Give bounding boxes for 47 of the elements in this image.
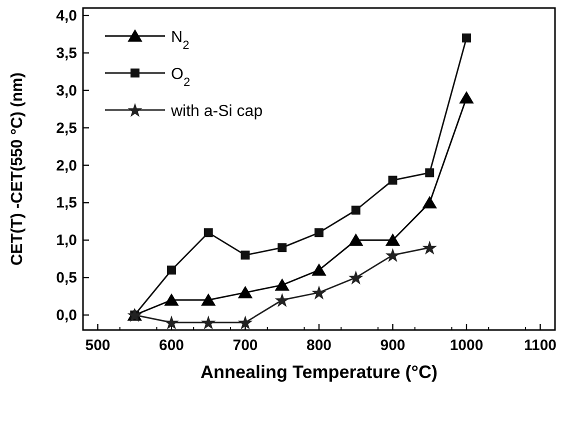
point [385, 248, 400, 262]
x-tick-label: 900 [380, 337, 406, 354]
y-tick-label: 3,5 [56, 44, 77, 62]
point [167, 266, 176, 275]
y-tick-label: 2,5 [56, 120, 77, 137]
legend-label: O$_{2}$ [171, 66, 190, 89]
point [425, 168, 434, 178]
point [164, 293, 179, 306]
point [462, 33, 471, 42]
point [240, 250, 250, 260]
point [422, 240, 437, 255]
x-tick-label: 1100 [524, 337, 557, 354]
point [278, 243, 287, 252]
point [312, 263, 326, 276]
x-tick-label: 500 [85, 337, 110, 354]
x-tick-label: 1000 [450, 337, 484, 354]
x-tick-label: 800 [306, 337, 332, 354]
y-axis-title: CET(T) -CET(550 °C) (nm) [9, 72, 26, 266]
x-axis-title: Annealing Temperature (°C) [200, 362, 438, 382]
point [201, 315, 216, 330]
point [312, 286, 326, 300]
y-tick-label: 0,5 [56, 270, 77, 287]
point [238, 286, 253, 298]
x-tick-label: 600 [158, 337, 184, 354]
point [422, 196, 438, 208]
legend-label: with a-Si cap [170, 103, 263, 120]
point [274, 293, 290, 307]
y-tick-label: 3,0 [56, 82, 77, 100]
x-tick-label: 700 [232, 337, 258, 354]
point [164, 315, 179, 330]
point [459, 91, 474, 104]
y-tick-label: 4,0 [56, 7, 77, 24]
y-tick-label: 1,0 [56, 232, 77, 250]
legend-label: N$_{2}$ [171, 29, 190, 52]
point [274, 278, 290, 291]
point [314, 228, 324, 238]
point [385, 233, 400, 246]
y-tick-label: 1,5 [56, 194, 77, 212]
point [388, 176, 398, 185]
point [348, 233, 364, 246]
y-tick-label: 2,0 [56, 157, 77, 174]
point [348, 270, 364, 284]
point [351, 206, 360, 215]
point [204, 228, 213, 238]
y-tick-label: 0,0 [56, 307, 77, 324]
point [238, 315, 253, 330]
point [200, 293, 216, 306]
